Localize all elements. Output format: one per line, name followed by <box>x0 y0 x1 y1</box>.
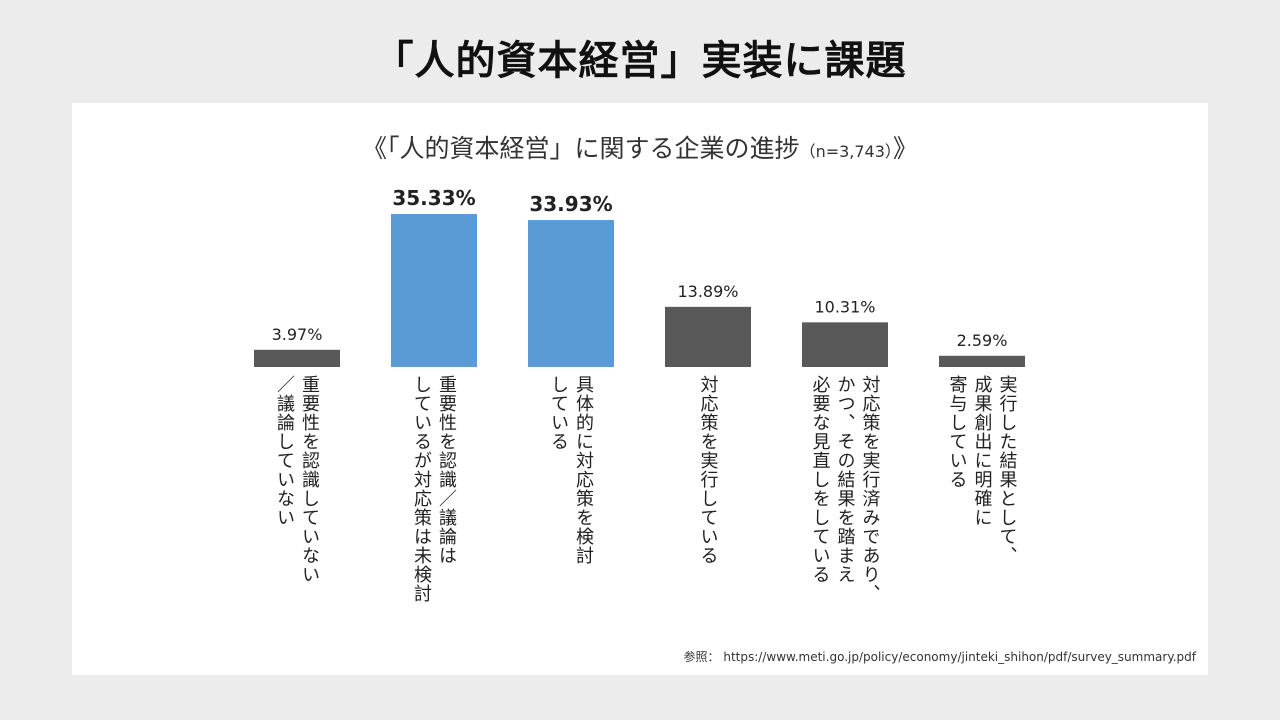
category-label-2: 重要性を認識／議論は しているが対応策は未検討 <box>409 375 459 603</box>
source-reference[interactable]: 参照： https://www.meti.go.jp/policy/econom… <box>683 650 1196 664</box>
category-label-line: 重要性を認識／議論は <box>436 375 457 565</box>
data-label-4: 13.89% <box>677 282 738 301</box>
bar-1 <box>254 349 340 367</box>
category-label-line: 必要な見直しをしている <box>809 375 831 584</box>
chart-title: 《「人的資本経営」に関する企業の進捗（n=3,743）》 <box>72 129 1208 165</box>
category-label-4: 対応策を実行している <box>696 375 721 565</box>
category-label-line: 対応策を実行済みであり、 <box>859 375 881 603</box>
bar-6 <box>939 355 1025 367</box>
data-label-2: 35.33% <box>392 186 475 210</box>
chart-title-note: （n=3,743） <box>799 142 893 161</box>
category-label-line: している <box>548 375 569 451</box>
category-label-1: 重要性を認識していない ／議論していない <box>272 375 322 584</box>
data-label-6: 2.59% <box>957 331 1008 350</box>
category-label-line: しているが対応策は未検討 <box>411 375 432 603</box>
category-label-line: 実行した結果として、 <box>996 375 1018 565</box>
chart-title-main: 《「人的資本経営」に関する企業の進捗 <box>362 134 800 163</box>
category-label-line: ／議論していない <box>274 375 295 527</box>
category-label-6: 実行した結果として、 成果創出に明確に 寄与している <box>945 375 1020 565</box>
category-label-line: 対応策を実行している <box>697 375 719 565</box>
bar-5 <box>802 322 888 367</box>
data-label-1: 3.97% <box>272 325 323 344</box>
slide-title: 「人的資本経営」実装に課題 <box>373 38 907 84</box>
data-label-5: 10.31% <box>814 297 875 316</box>
category-label-line: かつ、その結果を踏まえ <box>834 375 856 584</box>
bar-chart: 3.97% 35.33% 33.93% 13.89% 10.31% 2.59% <box>254 186 1025 367</box>
category-label-line: 成果創出に明確に <box>971 375 993 527</box>
category-label-3: 具体的に対応策を検討 している <box>546 375 596 565</box>
bar-3 <box>528 220 614 367</box>
category-label-5: 対応策を実行済みであり、 かつ、その結果を踏まえ 必要な見直しをしている <box>808 375 883 603</box>
category-label-line: 寄与している <box>946 375 968 489</box>
chart-panel: 《「人的資本経営」に関する企業の進捗（n=3,743）》 3.97% 35.33%… <box>72 103 1208 675</box>
bar-2 <box>391 214 477 367</box>
category-label-line: 具体的に対応策を検討 <box>573 375 594 565</box>
bar-4 <box>665 306 751 367</box>
category-label-line: 重要性を認識していない <box>299 375 320 584</box>
data-label-3: 33.93% <box>529 192 612 216</box>
chart-title-close: 》 <box>892 134 918 163</box>
